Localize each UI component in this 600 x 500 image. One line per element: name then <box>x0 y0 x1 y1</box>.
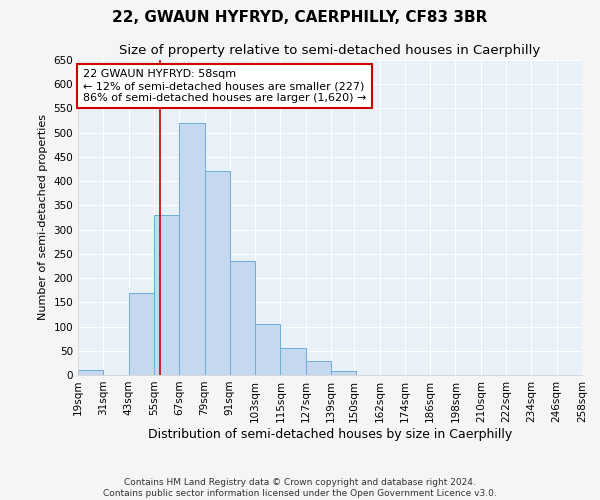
X-axis label: Distribution of semi-detached houses by size in Caerphilly: Distribution of semi-detached houses by … <box>148 428 512 440</box>
Bar <box>205 172 230 375</box>
Bar <box>280 348 306 375</box>
Text: 22 GWAUN HYFRYD: 58sqm
← 12% of semi-detached houses are smaller (227)
86% of se: 22 GWAUN HYFRYD: 58sqm ← 12% of semi-det… <box>83 70 367 102</box>
Bar <box>128 292 154 375</box>
Bar <box>255 324 280 375</box>
Bar <box>306 362 331 375</box>
Title: Size of property relative to semi-detached houses in Caerphilly: Size of property relative to semi-detach… <box>119 44 541 58</box>
Text: 22, GWAUN HYFRYD, CAERPHILLY, CF83 3BR: 22, GWAUN HYFRYD, CAERPHILLY, CF83 3BR <box>112 10 488 25</box>
Bar <box>78 370 103 375</box>
Text: Contains HM Land Registry data © Crown copyright and database right 2024.
Contai: Contains HM Land Registry data © Crown c… <box>103 478 497 498</box>
Bar <box>230 261 255 375</box>
Bar <box>154 215 179 375</box>
Y-axis label: Number of semi-detached properties: Number of semi-detached properties <box>38 114 48 320</box>
Bar <box>331 371 356 375</box>
Bar <box>179 123 205 375</box>
